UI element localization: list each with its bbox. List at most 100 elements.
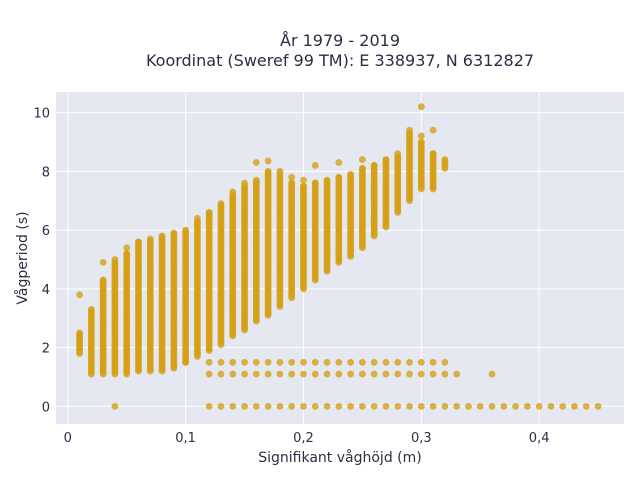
data-point xyxy=(217,200,225,208)
x-tick-label: 0,3 xyxy=(411,431,432,446)
data-point xyxy=(146,235,154,243)
data-point xyxy=(382,358,390,366)
data-point xyxy=(264,157,272,165)
data-point xyxy=(582,402,590,410)
data-point xyxy=(229,188,237,196)
data-point xyxy=(323,402,331,410)
data-point xyxy=(488,370,496,378)
data-point xyxy=(123,244,131,252)
data-point xyxy=(217,370,225,378)
data-point xyxy=(311,370,319,378)
data-point xyxy=(394,370,402,378)
data-point xyxy=(241,370,248,378)
data-point xyxy=(205,209,213,216)
data-point xyxy=(99,276,107,284)
data-point xyxy=(571,402,578,410)
y-tick-label: 10 xyxy=(33,107,50,122)
data-point xyxy=(465,402,472,410)
data-point xyxy=(288,358,296,366)
data-point xyxy=(311,179,319,187)
data-point xyxy=(500,402,508,410)
chart-title-line-1: År 1979 - 2019 xyxy=(280,31,400,50)
data-point xyxy=(382,156,390,163)
data-point xyxy=(241,358,248,366)
data-point xyxy=(429,370,437,378)
data-point xyxy=(358,164,366,172)
data-point xyxy=(335,402,343,410)
y-tick-label: 6 xyxy=(42,224,50,239)
data-point xyxy=(300,370,307,378)
y-axis-ticks: 0 2 4 6 8 10 xyxy=(33,107,50,416)
data-point xyxy=(252,358,260,366)
data-point xyxy=(205,358,213,366)
data-point xyxy=(182,358,190,366)
data-point xyxy=(205,370,213,378)
data-point xyxy=(264,358,272,366)
data-point xyxy=(417,358,425,366)
data-point xyxy=(535,402,543,410)
data-point xyxy=(335,173,343,181)
data-point xyxy=(488,402,496,410)
data-point xyxy=(347,358,355,366)
data-point xyxy=(417,138,425,146)
data-point xyxy=(229,358,237,366)
data-point xyxy=(453,370,461,378)
data-point xyxy=(205,402,213,410)
y-tick-label: 0 xyxy=(42,400,50,415)
data-point xyxy=(547,402,555,410)
data-point xyxy=(276,358,284,366)
data-point xyxy=(335,159,343,166)
data-point xyxy=(252,402,260,410)
data-point xyxy=(417,132,425,140)
y-tick-label: 8 xyxy=(42,165,50,180)
data-point xyxy=(394,150,402,158)
data-point xyxy=(476,402,484,410)
data-point xyxy=(406,126,413,134)
data-point xyxy=(252,159,260,166)
x-tick-label: 0,2 xyxy=(293,431,314,446)
data-point xyxy=(441,370,449,378)
data-point xyxy=(347,370,355,378)
data-point xyxy=(370,162,378,169)
x-tick-label: 0,4 xyxy=(529,431,550,446)
data-point xyxy=(87,306,95,313)
data-point xyxy=(323,358,331,366)
data-point xyxy=(111,256,119,263)
data-points xyxy=(76,103,602,410)
data-point xyxy=(123,250,131,257)
data-point xyxy=(358,370,366,378)
data-point xyxy=(288,370,296,378)
data-point xyxy=(300,402,307,410)
data-point xyxy=(288,402,296,410)
data-point xyxy=(300,182,307,190)
data-point xyxy=(406,402,413,410)
data-point xyxy=(111,402,119,410)
data-point xyxy=(441,156,449,163)
data-point xyxy=(347,170,355,178)
data-point xyxy=(417,103,425,111)
data-point xyxy=(370,358,378,366)
data-point xyxy=(358,156,366,163)
data-point xyxy=(217,358,225,366)
data-point xyxy=(217,402,225,410)
data-point xyxy=(370,370,378,378)
data-point xyxy=(276,167,284,175)
data-point xyxy=(453,402,461,410)
data-point xyxy=(429,358,437,366)
data-point xyxy=(264,370,272,378)
y-axis-label: Vågperiod (s) xyxy=(14,211,31,304)
data-point xyxy=(358,358,366,366)
data-point xyxy=(76,329,83,337)
y-tick-label: 2 xyxy=(42,342,50,357)
data-point xyxy=(311,402,319,410)
data-point xyxy=(229,402,237,410)
data-point xyxy=(382,402,390,410)
data-point xyxy=(559,402,567,410)
data-point xyxy=(512,402,519,410)
data-point xyxy=(594,402,602,410)
data-point xyxy=(288,173,296,181)
data-point xyxy=(229,370,237,378)
x-axis-label: Signifikant våghöjd (m) xyxy=(258,449,421,466)
data-point xyxy=(99,259,107,266)
